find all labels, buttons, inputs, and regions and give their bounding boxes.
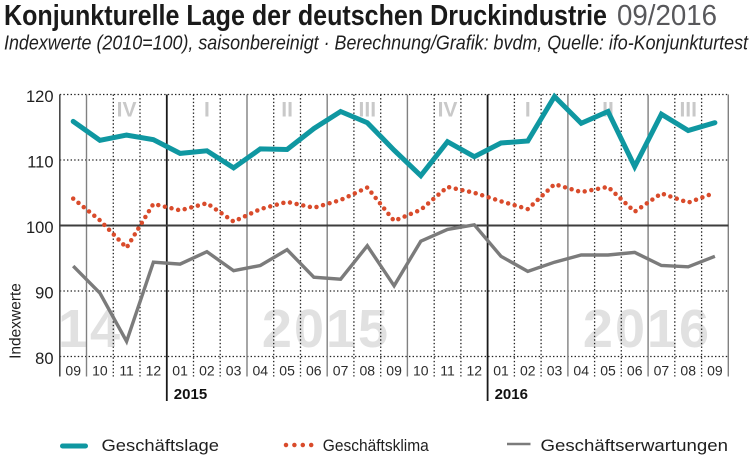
svg-text:07: 07 <box>333 363 349 379</box>
svg-text:IV: IV <box>438 99 458 122</box>
svg-text:III: III <box>679 99 697 122</box>
svg-text:2015: 2015 <box>174 386 207 403</box>
svg-text:12: 12 <box>146 363 162 379</box>
svg-text:07: 07 <box>654 363 670 379</box>
svg-text:04: 04 <box>573 363 589 379</box>
svg-text:III: III <box>359 99 377 122</box>
svg-text:Geschäftserwartungen: Geschäftserwartungen <box>541 436 729 455</box>
svg-text:08: 08 <box>680 363 696 379</box>
svg-text:2015: 2015 <box>262 299 390 359</box>
svg-text:2016: 2016 <box>583 299 711 359</box>
svg-text:03: 03 <box>226 363 242 379</box>
svg-text:04: 04 <box>253 363 269 379</box>
svg-text:10: 10 <box>413 363 429 379</box>
svg-text:Geschäftslage: Geschäftslage <box>102 436 220 455</box>
svg-text:Indexwerte (2010=100), saisonb: Indexwerte (2010=100), saisonbereinigt ·… <box>4 33 749 55</box>
svg-text:08: 08 <box>360 363 376 379</box>
svg-text:I: I <box>204 99 210 122</box>
svg-text:120: 120 <box>26 88 54 106</box>
svg-text:06: 06 <box>627 363 643 379</box>
svg-text:01: 01 <box>493 363 509 379</box>
svg-text:IV: IV <box>117 99 137 122</box>
svg-text:100: 100 <box>26 219 54 237</box>
svg-text:80: 80 <box>35 350 53 368</box>
svg-text:09: 09 <box>386 363 402 379</box>
svg-text:09: 09 <box>65 363 81 379</box>
svg-text:Konjunkturelle Lage der deutsc: Konjunkturelle Lage der deutschen Drucki… <box>4 0 607 32</box>
svg-text:02: 02 <box>520 363 536 379</box>
svg-text:09/2016: 09/2016 <box>617 0 717 32</box>
svg-text:01: 01 <box>172 363 188 379</box>
svg-text:II: II <box>281 99 293 122</box>
svg-text:09: 09 <box>707 363 723 379</box>
svg-text:05: 05 <box>600 363 616 379</box>
svg-text:11: 11 <box>440 363 455 379</box>
svg-text:90: 90 <box>35 285 53 303</box>
svg-text:12: 12 <box>467 363 483 379</box>
svg-text:10: 10 <box>92 363 108 379</box>
svg-text:06: 06 <box>306 363 322 379</box>
svg-text:I: I <box>525 99 531 122</box>
svg-text:03: 03 <box>547 363 563 379</box>
svg-text:2016: 2016 <box>495 386 528 403</box>
svg-text:14: 14 <box>58 299 122 359</box>
svg-text:02: 02 <box>199 363 215 379</box>
svg-text:Geschäftsklima: Geschäftsklima <box>323 436 429 455</box>
svg-text:110: 110 <box>27 154 53 172</box>
svg-text:11: 11 <box>119 363 134 379</box>
svg-text:05: 05 <box>279 363 295 379</box>
svg-text:Indexwerte: Indexwerte <box>8 283 25 359</box>
